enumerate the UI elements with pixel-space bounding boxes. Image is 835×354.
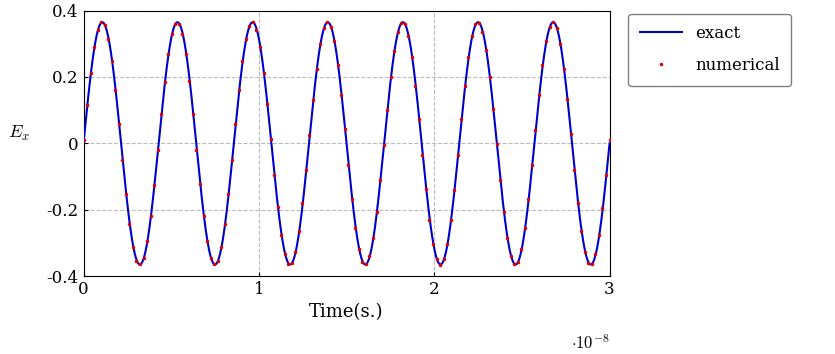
numerical <box>446 218 456 222</box>
X-axis label: Time(s.): Time(s.) <box>309 303 384 321</box>
Legend: exact, numerical: exact, numerical <box>629 14 792 86</box>
numerical <box>286 261 296 265</box>
exact <box>303 149 313 153</box>
exact <box>595 231 605 235</box>
exact <box>435 262 445 267</box>
exact <box>78 141 89 145</box>
numerical <box>354 247 364 251</box>
numerical <box>516 247 526 252</box>
numerical <box>435 262 445 267</box>
exact <box>170 23 180 28</box>
Line: numerical: numerical <box>82 20 611 267</box>
numerical <box>375 178 385 182</box>
exact <box>139 257 149 261</box>
Text: $\cdot 10^{-8}$: $\cdot 10^{-8}$ <box>571 335 610 353</box>
numerical <box>251 28 261 32</box>
numerical <box>548 20 558 24</box>
Line: exact: exact <box>84 22 610 264</box>
numerical <box>78 138 89 142</box>
exact <box>248 20 258 24</box>
exact <box>538 62 548 67</box>
Y-axis label: $E_x$: $E_x$ <box>8 124 30 143</box>
numerical <box>605 138 615 142</box>
exact <box>605 141 615 145</box>
exact <box>281 253 291 257</box>
